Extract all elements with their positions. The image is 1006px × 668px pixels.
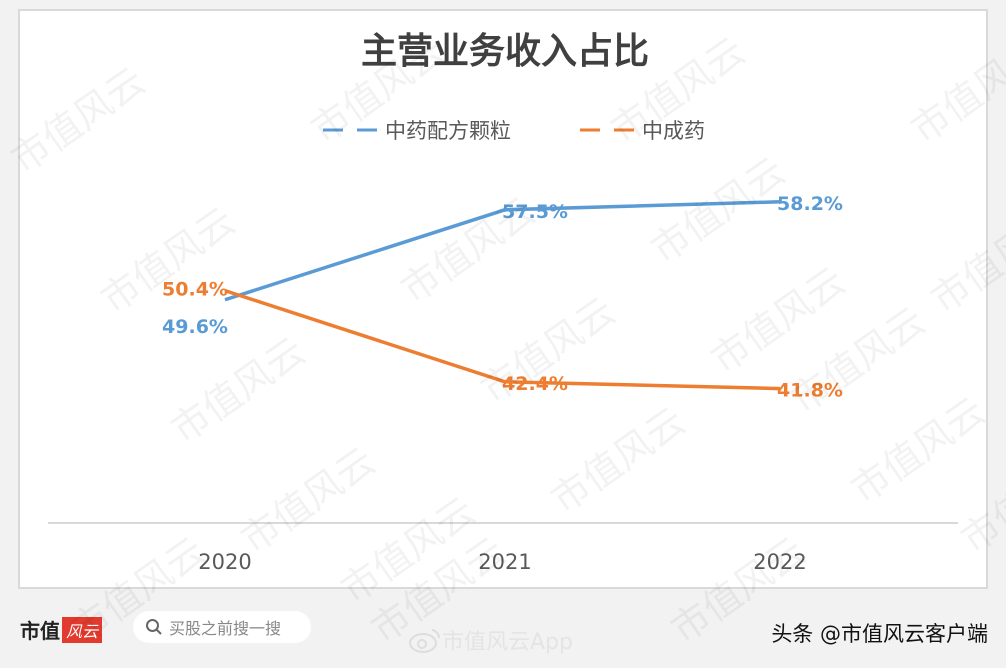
- weibo-handle: 市值风云App: [442, 630, 573, 655]
- data-label: 42.4%: [502, 373, 568, 395]
- x-tick-label: 2020: [198, 550, 251, 574]
- weibo-icon: [409, 629, 441, 653]
- legend-label-0: 中药配方颗粒: [385, 119, 511, 143]
- logo-mark: 风云: [62, 616, 103, 643]
- data-label: 58.2%: [777, 193, 843, 215]
- toutiao-handle: 头条 @市值风云客户端: [771, 622, 988, 646]
- data-label: 57.5%: [502, 201, 568, 223]
- data-label: 50.4%: [162, 279, 228, 301]
- search-box[interactable]: 买股之前搜一搜: [133, 611, 311, 643]
- chart-frame: 主营业务收入占比中药配方颗粒 中成药 2020 2021 2022 49.6% 57.5% 5…: [18, 9, 988, 589]
- brand-logo: 市值 风云: [20, 615, 103, 644]
- weibo-watermark: 市值风云App: [408, 624, 573, 656]
- x-tick-label: 2022: [753, 550, 806, 574]
- data-label: 49.6%: [162, 316, 228, 338]
- search-placeholder: 买股之前搜一搜: [169, 619, 282, 638]
- legend-label-1: 中成药: [642, 119, 705, 143]
- chart-title: 主营业务收入占比: [361, 31, 649, 72]
- x-tick-label: 2021: [478, 550, 531, 574]
- search-icon: [146, 619, 162, 635]
- data-label: 41.8%: [777, 380, 843, 402]
- logo-text: 市值: [20, 619, 60, 643]
